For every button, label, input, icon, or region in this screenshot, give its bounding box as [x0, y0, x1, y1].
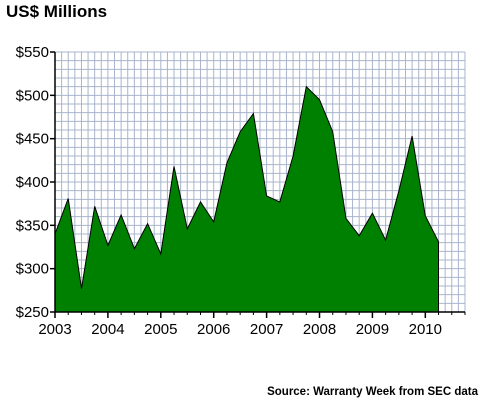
chart-title: US$ Millions: [6, 2, 108, 21]
y-tick-label: $300: [16, 261, 49, 278]
data-area: [54, 85, 439, 313]
x-tick-label: 2004: [91, 321, 124, 338]
x-tick-label: 2009: [356, 321, 389, 338]
y-tick-label: $400: [16, 174, 49, 191]
x-axis-ticks: 2003 2004 2005 2006 2007 2008 2009 2010: [38, 312, 466, 338]
y-tick-label: $450: [16, 131, 49, 148]
x-tick-label: 2003: [38, 321, 71, 338]
y-tick-label: $350: [16, 217, 49, 234]
y-tick-label: $500: [16, 87, 49, 104]
y-tick-label: $550: [16, 44, 49, 61]
source-note: Source: Warranty Week from SEC data: [267, 386, 478, 398]
y-axis-ticks: $250 $300 $350 $400 $450 $500 $550: [16, 44, 55, 321]
x-tick-label: 2010: [409, 321, 442, 338]
x-tick-label: 2006: [197, 321, 230, 338]
x-tick-label: 2008: [303, 321, 336, 338]
x-tick-label: 2005: [144, 321, 177, 338]
y-tick-label: $250: [16, 304, 49, 321]
x-tick-label: 2007: [250, 321, 283, 338]
